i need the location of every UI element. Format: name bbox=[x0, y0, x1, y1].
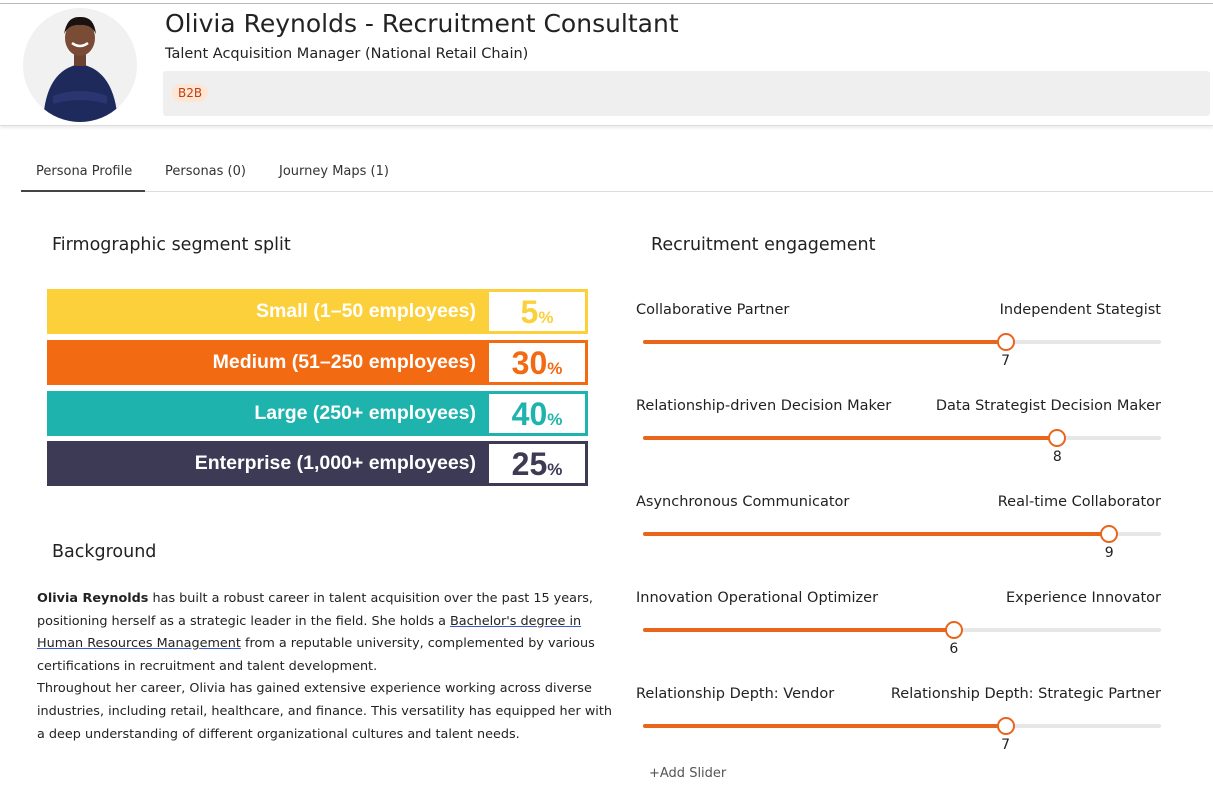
slider-fill bbox=[643, 436, 1058, 440]
slider-thumb[interactable] bbox=[1048, 429, 1067, 447]
slider-value: 7 bbox=[1001, 737, 1011, 753]
slider-value: 8 bbox=[1052, 449, 1062, 465]
link[interactable]: Bachelor's degree in Human Resources Man… bbox=[37, 613, 582, 652]
section-title: Firmographic segment split bbox=[52, 235, 291, 255]
slider-track bbox=[643, 628, 1161, 632]
section-title: Recruitment engagement bbox=[651, 235, 876, 255]
segment-value: 40 bbox=[511, 396, 548, 432]
slider-left-label: Collaborative Partner bbox=[636, 302, 790, 318]
avatar bbox=[23, 8, 137, 122]
paragraph: Olivia Reynolds has built a robust caree… bbox=[37, 588, 612, 678]
slider-right-label: Real-time Collaborator bbox=[997, 494, 1161, 510]
active-tab-indicator bbox=[21, 190, 145, 192]
slider-value: 9 bbox=[1104, 545, 1114, 561]
tab-divider bbox=[21, 191, 1213, 192]
background-text: Olivia Reynolds has built a robust caree… bbox=[37, 588, 612, 746]
tag-box bbox=[163, 71, 1210, 116]
slider-value: 6 bbox=[949, 641, 959, 657]
paragraph: Throughout her career, Olivia has gained… bbox=[37, 678, 612, 746]
slider-track bbox=[643, 436, 1161, 440]
segment-value: 30 bbox=[511, 345, 548, 381]
tag: B2B bbox=[172, 84, 209, 102]
segment-label: Enterprise (1,000+ employees) bbox=[47, 441, 486, 486]
slider-thumb[interactable] bbox=[944, 621, 963, 639]
text: has built a robust career in talent acqu… bbox=[37, 591, 593, 629]
segment-value: 25 bbox=[511, 446, 548, 482]
segment-value-box: 25% bbox=[486, 441, 588, 486]
segment-unit: % bbox=[547, 359, 563, 378]
segment-label: Small (1–50 employees) bbox=[47, 289, 486, 334]
slider-right-label: Data Strategist Decision Maker bbox=[935, 398, 1161, 414]
segment-value-box: 30% bbox=[486, 340, 588, 385]
segment-row: Large (250+ employees) 40% bbox=[47, 391, 588, 436]
tab[interactable]: Persona Profile bbox=[36, 164, 133, 179]
segment-unit: % bbox=[547, 460, 563, 479]
add-slider[interactable]: +Add Slider bbox=[649, 766, 727, 781]
segment-unit: % bbox=[538, 308, 554, 327]
header bbox=[0, 4, 1213, 126]
segment-value-box: 40% bbox=[486, 391, 588, 436]
tab[interactable]: Journey Maps (1) bbox=[279, 164, 389, 179]
segment-row: Small (1–50 employees) 5% bbox=[47, 289, 588, 334]
slider-thumb[interactable] bbox=[1100, 525, 1119, 543]
slider-fill bbox=[643, 724, 1006, 728]
slider-track bbox=[643, 724, 1161, 728]
slider-thumb[interactable] bbox=[996, 333, 1015, 351]
slider-value: 7 bbox=[1001, 353, 1011, 369]
slider-fill bbox=[643, 340, 1006, 344]
persona-name: Olivia Reynolds - Recruitment Consultant bbox=[165, 9, 679, 38]
slider-track bbox=[643, 532, 1161, 536]
top-border bbox=[0, 3, 1213, 4]
slider-right-label: Independent Stategist bbox=[999, 302, 1161, 318]
slider-left-label: Asynchronous Communicator bbox=[636, 494, 850, 510]
slider-track bbox=[643, 340, 1161, 344]
segment-label: Large (250+ employees) bbox=[47, 391, 486, 436]
slider-left-label: Innovation Operational Optimizer bbox=[636, 590, 879, 606]
tab[interactable]: Personas (0) bbox=[165, 164, 246, 179]
segment-value-box: 5% bbox=[486, 289, 588, 334]
slider-right-label: Relationship Depth: Strategic Partner bbox=[890, 686, 1161, 702]
slider-right-label: Experience Innovator bbox=[1006, 590, 1161, 606]
slider-thumb[interactable] bbox=[996, 717, 1015, 735]
slider-left-label: Relationship-driven Decision Maker bbox=[636, 398, 892, 414]
persona-role: Talent Acquisition Manager (National Ret… bbox=[165, 46, 529, 62]
segment-label: Medium (51–250 employees) bbox=[47, 340, 486, 385]
section-title: Background bbox=[52, 542, 157, 562]
slider-fill bbox=[643, 532, 1110, 536]
slider-left-label: Relationship Depth: Vendor bbox=[636, 686, 835, 702]
slider-fill bbox=[643, 628, 954, 632]
segment-unit: % bbox=[547, 410, 563, 429]
segment-row: Medium (51–250 employees) 30% bbox=[47, 340, 588, 385]
text: from a reputable university, complemente… bbox=[37, 636, 595, 674]
segment-row: Enterprise (1,000+ employees) 25% bbox=[47, 441, 588, 486]
bold-text: Olivia Reynolds bbox=[37, 591, 149, 606]
segment-value: 5 bbox=[520, 294, 539, 330]
text: Throughout her career, Olivia has gained… bbox=[37, 681, 612, 742]
